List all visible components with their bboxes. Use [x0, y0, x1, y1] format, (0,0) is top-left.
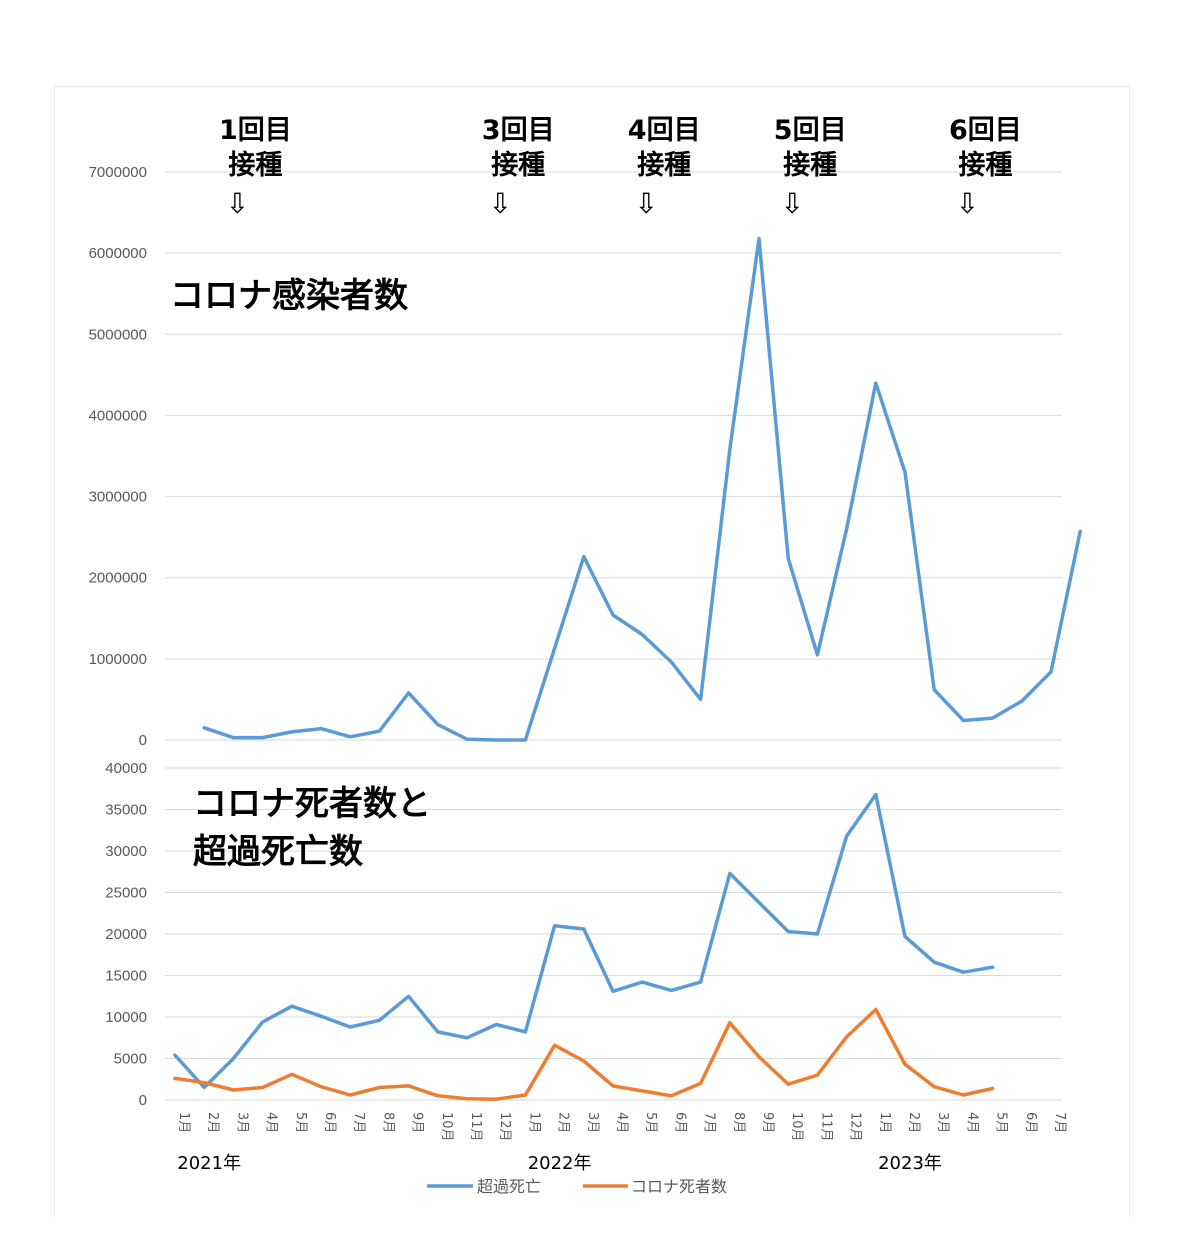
legend-label-covid-deaths: コロナ死者数 [631, 1177, 727, 1196]
top-panel-title: コロナ感染者数 [170, 276, 408, 316]
x-tick-label: 1月 [877, 1112, 892, 1133]
down-arrow-icon: ⇩ [634, 187, 657, 220]
x-tick-label: 5月 [643, 1112, 658, 1133]
x-tick-label: 9月 [410, 1112, 425, 1133]
down-arrow-icon: ⇩ [488, 187, 511, 220]
x-tick-label: 1月 [176, 1112, 191, 1133]
bottom-y-tick-label: 25000 [105, 885, 147, 902]
x-tick-label: 5月 [994, 1112, 1009, 1133]
x-tick-label: 3月 [935, 1112, 950, 1133]
top-y-tick-label: 1000000 [89, 651, 147, 668]
x-tick-label: 7月 [702, 1112, 717, 1133]
x-tick-label: 2月 [556, 1112, 571, 1133]
x-tick-label: 9月 [760, 1112, 775, 1133]
vaccination-label-line2: 接種 [958, 150, 1012, 181]
vaccination-label-line2: 接種 [491, 150, 545, 181]
vaccination-label-line2: 接種 [228, 150, 282, 181]
chart-frame [54, 86, 1130, 1217]
infections-line [202, 236, 1082, 742]
x-tick-label: 2月 [205, 1112, 220, 1133]
top-y-tick-label: 4000000 [89, 407, 147, 424]
bottom-y-tick-label: 30000 [105, 843, 147, 860]
x-tick-label: 4月 [614, 1112, 629, 1133]
x-tick-label: 3月 [234, 1112, 249, 1133]
covid-deaths-line [173, 1007, 995, 1101]
top-y-tick-label: 7000000 [89, 164, 147, 181]
bottom-y-tick-label: 20000 [105, 926, 147, 943]
x-tick-label: 10月 [789, 1112, 804, 1142]
bottom-y-tick-label: 40000 [105, 760, 147, 777]
bottom-y-tick-label: 10000 [105, 1009, 147, 1026]
down-arrow-icon: ⇩ [956, 187, 979, 220]
top-y-tick-label: 3000000 [89, 489, 147, 506]
x-tick-label: 12月 [848, 1112, 863, 1142]
x-tick-label: 2月 [906, 1112, 921, 1133]
x-tick-label: 6月 [672, 1112, 687, 1133]
x-tick-label: 4月 [264, 1112, 279, 1133]
x-tick-label: 7月 [1052, 1112, 1067, 1133]
year-label: 2023年 [878, 1153, 942, 1174]
x-tick-label: 6月 [1023, 1112, 1038, 1133]
x-tick-label: 3月 [585, 1112, 600, 1133]
x-tick-label: 8月 [380, 1112, 395, 1133]
year-label: 2022年 [528, 1153, 592, 1174]
top-y-tick-label: 6000000 [89, 245, 147, 262]
x-tick-label: 12月 [497, 1112, 512, 1142]
x-tick-label: 10月 [439, 1112, 454, 1142]
x-tick-label: 4月 [964, 1112, 979, 1133]
x-tick-label: 8月 [731, 1112, 746, 1133]
year-label: 2021年 [177, 1153, 241, 1174]
vaccination-label-line1: 5回目 [774, 115, 847, 146]
vaccination-label-line1: 6回目 [949, 115, 1022, 146]
x-tick-label: 11月 [818, 1112, 833, 1142]
x-tick-label: 7月 [351, 1112, 366, 1133]
top-y-tick-label: 5000000 [89, 326, 147, 343]
top-y-tick-label: 2000000 [89, 570, 147, 587]
bottom-y-tick-label: 5000 [114, 1051, 147, 1068]
bottom-y-tick-label: 15000 [105, 968, 147, 985]
x-tick-label: 6月 [322, 1112, 337, 1133]
bottom-panel-title-line1: コロナ死者数と [193, 784, 431, 824]
bottom-panel-title-line2: 超過死亡数 [193, 832, 363, 872]
vaccination-label-line2: 接種 [637, 150, 691, 181]
bottom-y-tick-label: 35000 [105, 802, 147, 819]
top-y-tick-label: 0 [139, 732, 147, 749]
legend-label-excess-deaths: 超過死亡 [477, 1177, 541, 1196]
excess-deaths-line [173, 792, 995, 1090]
bottom-y-tick-label: 0 [139, 1092, 147, 1109]
down-arrow-icon: ⇩ [780, 187, 803, 220]
down-arrow-icon: ⇩ [226, 187, 249, 220]
x-tick-label: 11月 [468, 1112, 483, 1142]
vaccination-label-line1: 1回目 [219, 115, 292, 146]
x-tick-label: 1月 [526, 1112, 541, 1133]
vaccination-label-line1: 3回目 [482, 115, 555, 146]
vaccination-label-line1: 4回目 [628, 115, 701, 146]
x-tick-label: 5月 [293, 1112, 308, 1133]
vaccination-label-line2: 接種 [783, 150, 837, 181]
